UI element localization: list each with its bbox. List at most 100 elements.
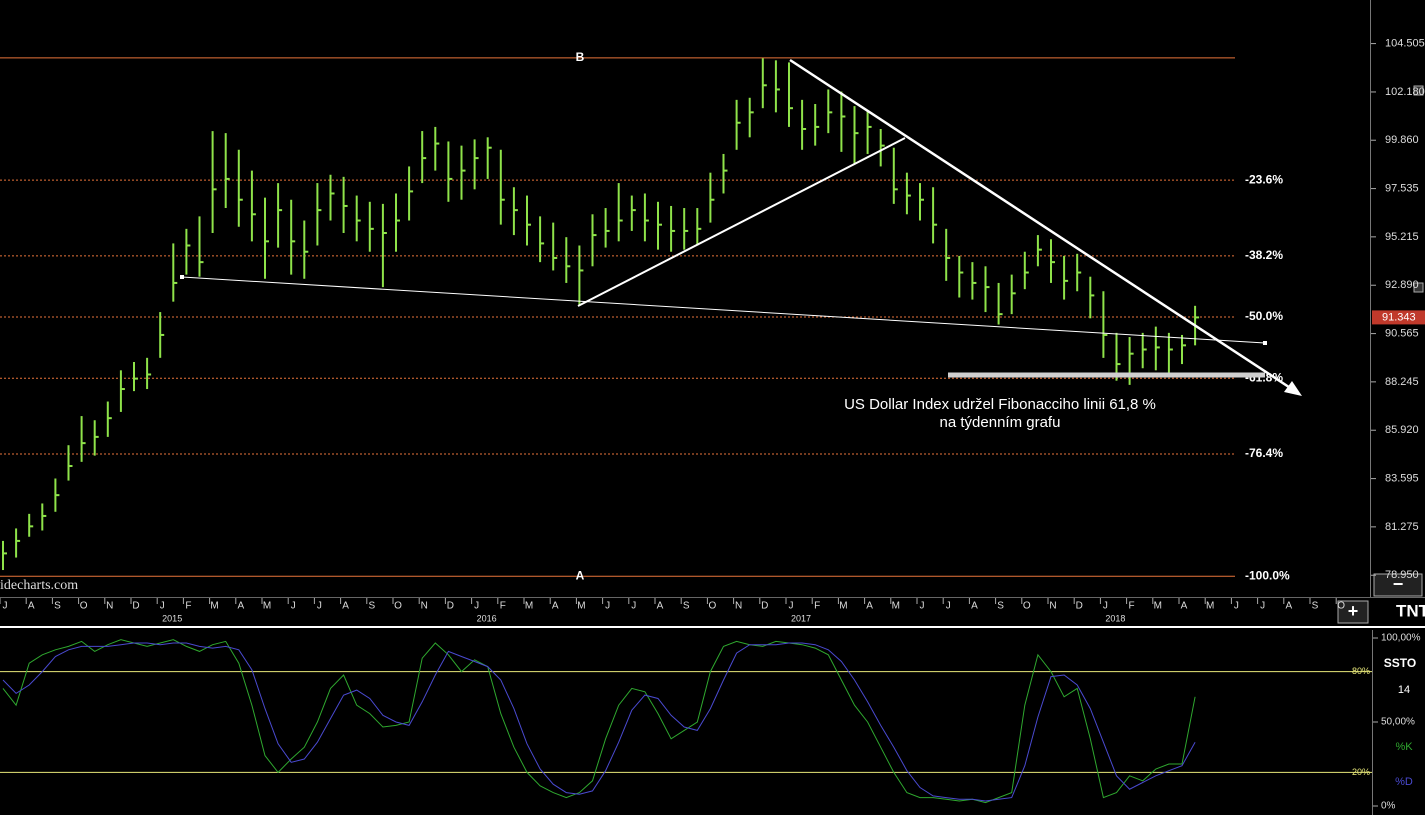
x-tick-label: J bbox=[160, 601, 165, 612]
y-tick-label: 78.950 bbox=[1385, 569, 1419, 581]
x-tick-label: M bbox=[577, 601, 585, 612]
x-tick-label: S bbox=[1312, 601, 1319, 612]
axis-icon[interactable] bbox=[1413, 282, 1424, 293]
oscillator-panel: 80% 20% bbox=[0, 639, 1372, 804]
logo: TNT bbox=[1396, 601, 1425, 620]
x-tick-label: J bbox=[317, 601, 322, 612]
x-tick-label: J bbox=[631, 601, 636, 612]
x-tick-label: J bbox=[3, 601, 8, 612]
year-label: 2015 bbox=[162, 613, 182, 623]
year-label: 2018 bbox=[1105, 613, 1125, 623]
x-tick-label: M bbox=[1154, 601, 1162, 612]
x-tick-label: F bbox=[1129, 601, 1135, 612]
x-tick-label: N bbox=[106, 601, 113, 612]
y-tick-label: 83.595 bbox=[1385, 473, 1419, 485]
y-tick-label: 100,00% bbox=[1381, 633, 1421, 644]
legend-k: %K bbox=[1395, 741, 1413, 753]
x-tick-label: J bbox=[1260, 601, 1265, 612]
down-trend-line bbox=[789, 58, 1299, 395]
y-tick-label: 97.535 bbox=[1385, 182, 1419, 194]
arrow-head bbox=[1284, 381, 1302, 396]
x-tick-label: D bbox=[132, 601, 139, 612]
x-tick-label: O bbox=[394, 601, 402, 612]
price-panel: B-23.6%-38.2%-50.0%-61.8%-76.4%A-100.0% bbox=[0, 50, 1290, 582]
price-axis-bg bbox=[1370, 0, 1425, 598]
x-tick-label: A bbox=[657, 601, 664, 612]
x-tick-label: O bbox=[1023, 601, 1031, 612]
x-tick-label: J bbox=[920, 601, 925, 612]
line-handle bbox=[1263, 341, 1267, 345]
x-tick-label: D bbox=[447, 601, 454, 612]
indicator-period: 14 bbox=[1398, 684, 1410, 696]
annotation: na týdenním grafu bbox=[940, 414, 1061, 431]
oscillator-line bbox=[2, 639, 1196, 804]
indicator-name: SSTO bbox=[1384, 656, 1416, 670]
x-tick-label: A bbox=[28, 601, 35, 612]
axis-icon[interactable] bbox=[1413, 85, 1424, 96]
fib-label: -38.2% bbox=[1245, 248, 1283, 262]
y-tick-label: 92.890 bbox=[1385, 279, 1419, 291]
support-line bbox=[181, 276, 1266, 344]
x-tick-label: O bbox=[80, 601, 88, 612]
x-tick-label: J bbox=[474, 601, 479, 612]
y-tick-label: 85.920 bbox=[1385, 424, 1419, 436]
x-tick-label: A bbox=[342, 601, 349, 612]
x-tick-label: J bbox=[605, 601, 610, 612]
fib-label: -76.4% bbox=[1245, 446, 1283, 460]
x-tick-label: M bbox=[839, 601, 847, 612]
y-tick-label: 95.215 bbox=[1385, 231, 1419, 243]
y-tick-label: 99.860 bbox=[1385, 134, 1419, 146]
x-tick-label: S bbox=[683, 601, 690, 612]
fib-label: -23.6% bbox=[1245, 172, 1283, 186]
x-tick-label: F bbox=[185, 601, 191, 612]
fib-label: -50.0% bbox=[1245, 309, 1283, 323]
x-tick-label: M bbox=[263, 601, 271, 612]
x-tick-label: M bbox=[892, 601, 900, 612]
collapse-icon[interactable]: − bbox=[1393, 574, 1404, 594]
line-handle bbox=[180, 275, 184, 279]
last-price-label: 91.343 bbox=[1382, 311, 1416, 323]
x-tick-label: A bbox=[237, 601, 244, 612]
x-tick-label: J bbox=[946, 601, 951, 612]
level-label: 20% bbox=[1352, 767, 1370, 777]
y-tick-label: 0% bbox=[1381, 801, 1396, 812]
x-tick-label: A bbox=[552, 601, 559, 612]
trend-line bbox=[577, 137, 906, 307]
x-tick-label: A bbox=[866, 601, 873, 612]
level-label: 80% bbox=[1352, 666, 1370, 676]
x-tick-label: J bbox=[1234, 601, 1239, 612]
watermark: idecharts.com bbox=[0, 578, 78, 593]
year-label: 2017 bbox=[791, 613, 811, 623]
y-tick-label: 50,00% bbox=[1381, 717, 1415, 728]
y-tick-label: 88.245 bbox=[1385, 376, 1419, 388]
y-tick-label: 81.275 bbox=[1385, 521, 1419, 533]
x-tick-label: O bbox=[1337, 601, 1345, 612]
x-tick-label: M bbox=[525, 601, 533, 612]
x-tick-label: N bbox=[1049, 601, 1056, 612]
year-label: 2016 bbox=[477, 613, 497, 623]
x-tick-label: N bbox=[735, 601, 742, 612]
collapse-button[interactable] bbox=[1373, 573, 1423, 597]
y-tick-label: 90.565 bbox=[1385, 328, 1419, 340]
expand-icon[interactable]: + bbox=[1348, 601, 1359, 621]
x-tick-label: A bbox=[971, 601, 978, 612]
y-tick-label: 102.180 bbox=[1385, 86, 1425, 98]
x-tick-label: A bbox=[1285, 601, 1292, 612]
fib-label: -100.0% bbox=[1245, 568, 1290, 582]
fib-point-label: B bbox=[576, 50, 585, 64]
x-tick-label: A bbox=[1181, 601, 1188, 612]
x-tick-label: D bbox=[1076, 601, 1083, 612]
x-tick-label: S bbox=[54, 601, 61, 612]
expand-button[interactable] bbox=[1337, 600, 1369, 624]
legend-d: %D bbox=[1395, 776, 1413, 788]
x-tick-label: N bbox=[421, 601, 428, 612]
oscillator-line bbox=[2, 642, 1196, 802]
x-tick-label: M bbox=[210, 601, 218, 612]
last-price-box bbox=[1372, 310, 1425, 325]
x-tick-label: S bbox=[368, 601, 375, 612]
x-tick-label: J bbox=[1103, 601, 1108, 612]
x-tick-label: F bbox=[500, 601, 506, 612]
